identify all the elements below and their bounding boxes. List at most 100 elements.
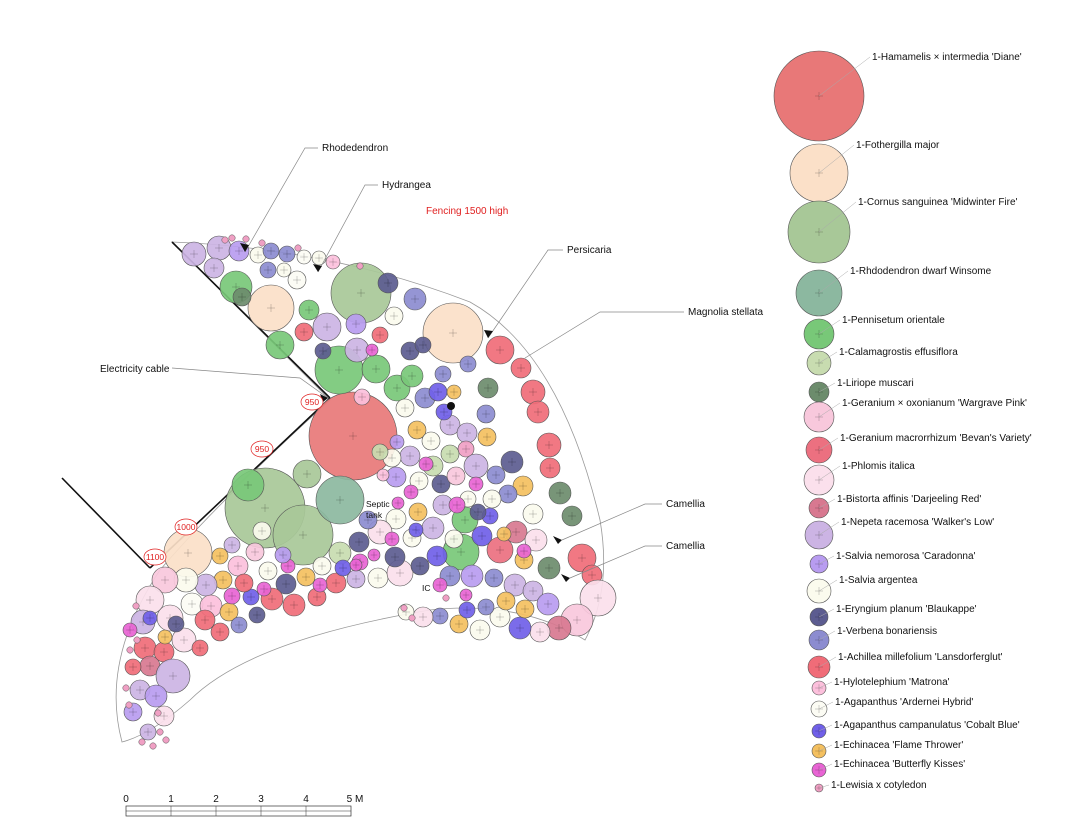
plant-circle — [428, 382, 448, 402]
legend-label: 1-Hamamelis × intermedia 'Diane' — [872, 52, 1022, 63]
plant-circle — [407, 420, 427, 440]
scale-tick: 5 M — [347, 794, 364, 805]
plant-dot — [400, 604, 408, 612]
plant-circle — [548, 481, 572, 505]
plant-circle — [408, 502, 428, 522]
plant-circle — [484, 568, 504, 588]
plant-circle — [477, 377, 499, 399]
plant-circle — [265, 330, 295, 360]
plant-circle — [274, 546, 292, 564]
callout-hydrangea: Hydrangea — [382, 180, 431, 191]
plant-symbols — [122, 234, 617, 750]
plant-circle — [463, 453, 489, 479]
plant-circle — [539, 457, 561, 479]
plant-circle — [311, 250, 327, 266]
plant-circle — [377, 272, 399, 294]
legend-item: 1-Achillea millefolium 'Lansdorferglut' — [807, 652, 1003, 679]
plant-circle — [469, 503, 487, 521]
plant-circle — [157, 629, 173, 645]
plant-circle — [312, 556, 332, 576]
plant-circle — [122, 622, 138, 638]
plant-circle — [344, 337, 370, 363]
plant-circle — [434, 365, 452, 383]
plant-circle — [296, 567, 316, 587]
boundary-wall-end — [61, 477, 151, 569]
legend-label: 1-Lewisia x cotyledon — [831, 780, 927, 791]
legend-item: 1-Echinacea 'Butterfly Kisses' — [811, 759, 965, 778]
callout-camellia: Camellia — [666, 541, 705, 552]
plant-dot — [154, 709, 162, 717]
plant-circle — [314, 342, 332, 360]
plant-circle — [353, 388, 371, 406]
plant-circle — [459, 355, 477, 373]
plant-circle — [371, 443, 389, 461]
legend-label: 1-Salvia nemorosa 'Caradonna' — [836, 551, 976, 562]
plant-circle — [292, 459, 322, 489]
plant-circle — [384, 306, 404, 326]
plant-circle — [349, 558, 363, 572]
legend-label: 1-Eryngium planum 'Blaukappe' — [836, 604, 977, 615]
callout-arrows — [240, 243, 570, 582]
plant-circle — [234, 573, 254, 593]
plant-circle — [330, 262, 392, 324]
plant-circle — [262, 242, 280, 260]
callout-persicaria: Persicaria — [567, 245, 612, 256]
plant-dot — [133, 636, 141, 644]
callout-leaders — [171, 147, 684, 579]
plant-circle — [515, 599, 535, 619]
legend-item: 1-Pennisetum orientale — [803, 315, 945, 350]
plant-circle — [561, 505, 583, 527]
plant-circle — [282, 593, 306, 617]
plant-dot — [122, 684, 130, 692]
scale-tick: 0 — [123, 794, 129, 805]
scale-tick: 1 — [168, 794, 174, 805]
plant-dot — [156, 728, 164, 736]
plant-circle — [248, 606, 266, 624]
plant-circle — [399, 445, 421, 467]
plant-circle — [412, 606, 434, 628]
plant-circle — [223, 587, 241, 605]
legend-item: 1-Lewisia x cotyledon — [814, 780, 927, 793]
plant-circle — [512, 475, 534, 497]
plant-circle — [151, 566, 179, 594]
scale-tick: 3 — [258, 794, 264, 805]
plant-circle — [403, 484, 419, 500]
plant-circle — [520, 379, 546, 405]
legend-item: 1-Echinacea 'Flame Thrower' — [811, 740, 963, 759]
plant-circle — [567, 543, 597, 573]
legend-label: 1-Geranium × oxonianum 'Wargrave Pink' — [842, 398, 1027, 409]
plant-circle — [458, 601, 476, 619]
plant-circle — [278, 245, 296, 263]
legend-label: 1-Nepeta racemosa 'Walker's Low' — [841, 517, 994, 528]
plant-circle — [312, 312, 342, 342]
plant-circle — [307, 587, 327, 607]
plant-circle — [142, 610, 158, 626]
plant-circle — [408, 522, 424, 538]
plant-dot — [258, 239, 266, 247]
plant-circle — [223, 536, 241, 554]
plant-circle — [315, 475, 365, 525]
plant-dot — [162, 736, 170, 744]
plant-circle — [536, 432, 562, 458]
plant-circle — [194, 573, 218, 597]
legend-item: 1-Rhdodendron dwarf Winsome — [795, 266, 992, 317]
level-marker: 1000 — [177, 522, 196, 532]
legend-item: 1-Salvia argentea — [806, 575, 918, 604]
plant-circle — [496, 526, 512, 542]
plant-circle — [167, 615, 185, 633]
fencing-note: Fencing 1500 high — [426, 206, 508, 217]
legend-item: 1-Eryngium planum 'Blaukappe' — [809, 604, 977, 627]
plant-dot — [132, 602, 140, 610]
legend-item: 1-Geranium × oxonianum 'Wargrave Pink' — [803, 398, 1027, 433]
legend-item: 1-Agapanthus campanulatus 'Cobalt Blue' — [811, 720, 1020, 739]
plant-circle — [312, 577, 328, 593]
legend-label: 1-Calamagrostis effusiflora — [839, 347, 958, 358]
plant-circle — [210, 622, 230, 642]
plant-circle — [477, 598, 495, 616]
plant-circle — [258, 561, 278, 581]
plant-circle — [211, 547, 229, 565]
plant-circle — [231, 468, 265, 502]
legend-label: 1-Agapanthus 'Ardernei Hybrid' — [835, 697, 973, 708]
plant-circle — [524, 528, 548, 552]
plant-circle — [448, 496, 466, 514]
